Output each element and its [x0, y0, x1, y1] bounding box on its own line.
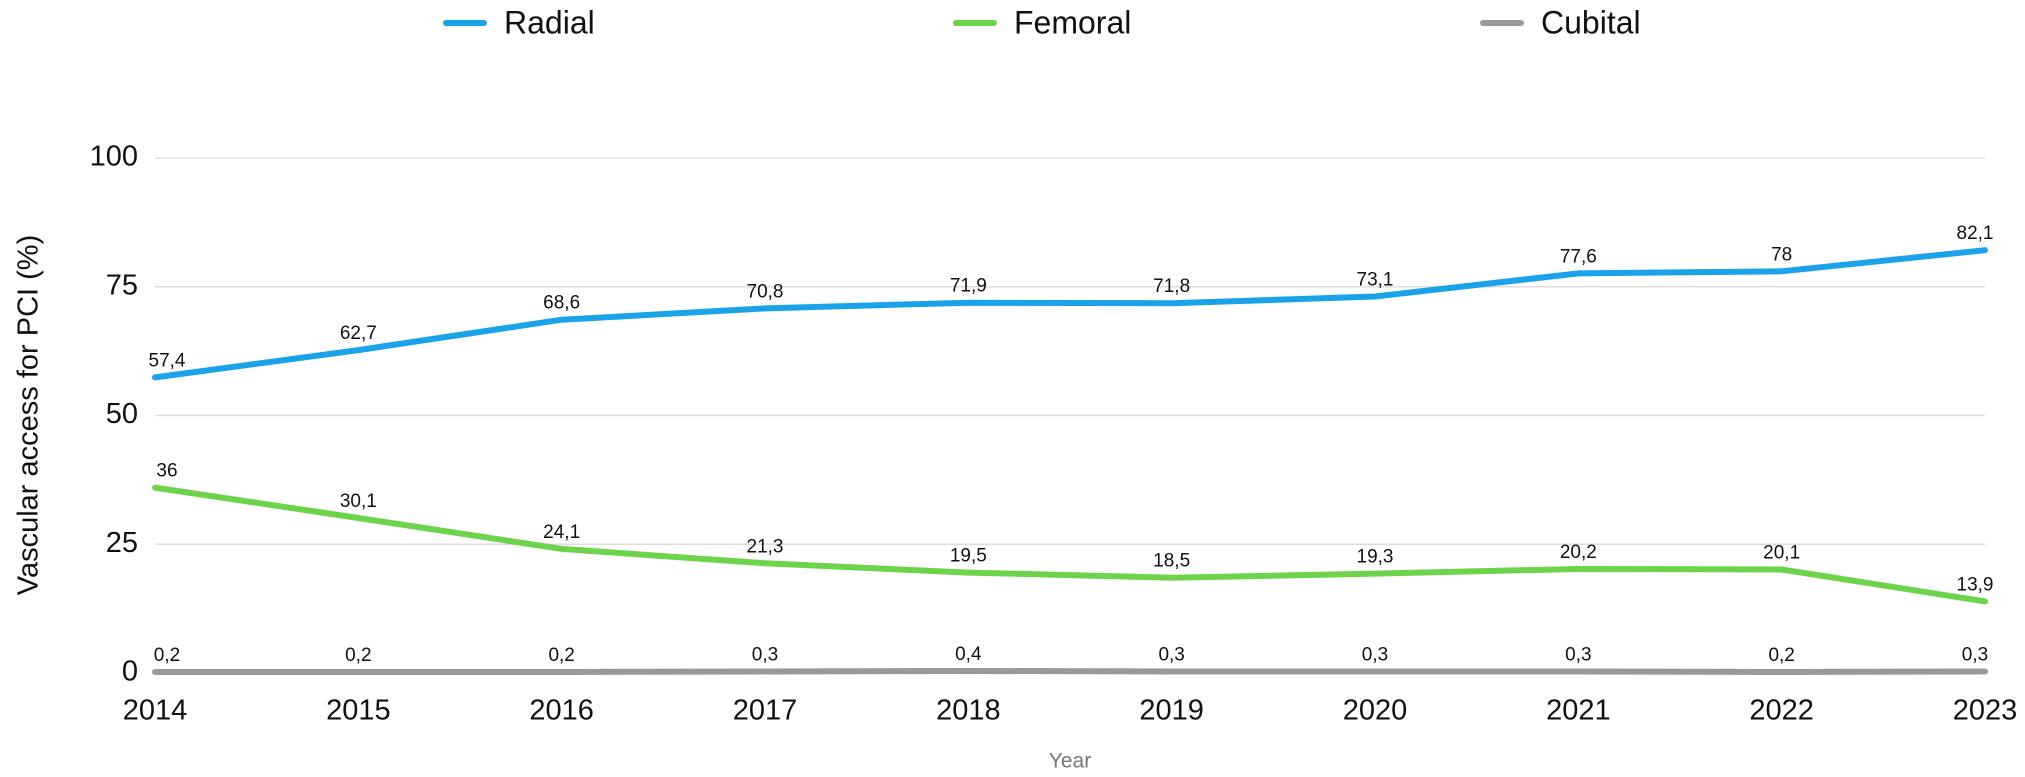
value-label: 0,3	[1962, 644, 1988, 665]
value-label: 73,1	[1357, 270, 1394, 291]
value-label: 13,9	[1957, 574, 1994, 595]
y-tick-label: 100	[90, 141, 138, 173]
value-label: 0,2	[548, 645, 574, 666]
value-label: 0,3	[1362, 644, 1388, 665]
y-tick-label: 25	[106, 527, 138, 559]
x-tick-label: 2022	[1749, 695, 1814, 727]
legend-label: Femoral	[1014, 4, 1131, 40]
x-tick-label: 2015	[326, 695, 391, 727]
y-tick-label: 50	[106, 398, 138, 430]
x-tick-label: 2023	[1953, 695, 2018, 727]
x-tick-label: 2016	[529, 695, 594, 727]
series-line	[152, 484, 1988, 605]
value-label: 18,5	[1153, 551, 1190, 572]
value-label: 21,3	[747, 536, 784, 557]
value-label: 0,2	[345, 645, 371, 666]
value-label: 57,4	[149, 350, 186, 371]
value-label: 71,9	[950, 276, 987, 297]
value-label: 19,5	[950, 546, 987, 567]
value-label: 71,8	[1153, 276, 1190, 297]
x-tick-label: 2017	[733, 695, 798, 727]
value-label: 0,2	[1768, 645, 1794, 666]
value-label: 70,8	[747, 281, 784, 302]
x-tick-label: 2020	[1343, 695, 1408, 727]
value-label: 30,1	[340, 491, 377, 512]
value-label: 68,6	[543, 293, 580, 314]
value-label: 20,1	[1763, 543, 1800, 564]
y-tick-label: 0	[122, 656, 138, 688]
x-tick-label: 2021	[1546, 695, 1611, 727]
series-line	[152, 247, 1988, 381]
value-label: 0,4	[955, 644, 982, 665]
value-label: 0,3	[752, 644, 778, 665]
x-tick-label: 2014	[123, 695, 188, 727]
value-label: 0,2	[154, 645, 180, 666]
value-label: 24,1	[543, 522, 580, 543]
value-label: 36	[156, 461, 177, 482]
value-label: 78	[1771, 244, 1792, 265]
value-label: 0,3	[1158, 644, 1184, 665]
x-axis-title: Year	[1049, 750, 1091, 773]
value-label: 62,7	[340, 323, 377, 344]
value-label: 0,3	[1565, 644, 1591, 665]
value-label: 20,2	[1560, 542, 1597, 563]
y-axis-title: Vascular access for PCI (%)	[13, 235, 45, 595]
x-tick-label: 2018	[936, 695, 1001, 727]
x-tick-label: 2019	[1139, 695, 1204, 727]
legend-label: Cubital	[1541, 4, 1641, 40]
value-label: 82,1	[1957, 223, 1994, 244]
legend-label: Radial	[504, 4, 595, 40]
value-label: 19,3	[1357, 547, 1394, 568]
series-line	[152, 667, 1988, 675]
value-label: 77,6	[1560, 246, 1597, 267]
y-tick-label: 75	[106, 269, 138, 301]
